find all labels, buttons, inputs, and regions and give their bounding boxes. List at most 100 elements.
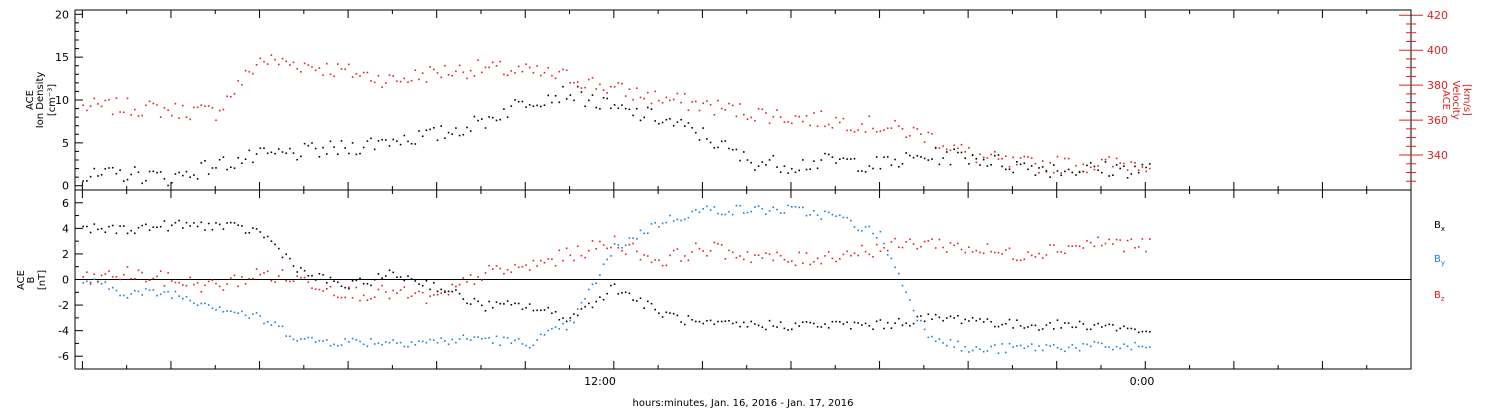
bz-point	[761, 257, 764, 259]
density-point	[794, 171, 797, 174]
velocity-point	[381, 86, 383, 88]
density-point	[163, 178, 166, 180]
bx-point	[348, 287, 350, 290]
bz-point	[218, 285, 221, 288]
velocity-point	[252, 72, 254, 75]
bz-point	[503, 272, 505, 275]
bz-point	[1082, 247, 1085, 249]
density-point	[1089, 162, 1092, 164]
bz-point	[403, 286, 406, 288]
velocity-point	[123, 111, 125, 114]
velocity-point	[868, 115, 871, 118]
bz-point	[1016, 259, 1018, 262]
density-point	[746, 159, 749, 161]
by-point	[1115, 345, 1118, 348]
density-point	[920, 156, 922, 158]
bz-point	[824, 255, 826, 257]
bx-point	[484, 310, 487, 312]
legend-by: By	[1434, 254, 1445, 267]
velocity-point	[270, 54, 273, 56]
bz-point	[340, 296, 343, 299]
by-point	[126, 297, 129, 299]
by-point	[100, 283, 103, 285]
bx-point	[525, 307, 527, 309]
velocity-point	[1012, 156, 1014, 159]
bz-point	[540, 259, 542, 262]
velocity-point	[326, 62, 328, 65]
bz-point	[528, 269, 531, 271]
bz-point	[953, 244, 955, 247]
density-point	[174, 173, 177, 175]
bz-point	[923, 240, 926, 243]
velocity-point	[447, 74, 450, 76]
bx-point	[1123, 325, 1125, 328]
density-point	[886, 156, 889, 158]
bz-point	[248, 277, 251, 280]
density-point	[1130, 173, 1133, 175]
bz-point	[879, 250, 882, 252]
bz-point	[894, 237, 896, 240]
by-point	[551, 327, 553, 330]
velocity-point	[148, 100, 151, 103]
by-point	[414, 344, 417, 346]
by-point	[314, 341, 317, 343]
density-point	[93, 167, 96, 170]
density-point	[1067, 168, 1070, 171]
bz-point	[123, 273, 125, 276]
velocity-point	[599, 83, 601, 86]
bx-point	[167, 229, 169, 232]
bx-point	[669, 312, 671, 314]
velocity-point	[779, 116, 782, 118]
density-point	[946, 151, 948, 153]
density-point	[857, 170, 859, 172]
bz-point	[134, 277, 136, 280]
density-point	[385, 139, 387, 141]
bz-point	[982, 252, 985, 255]
velocity-point	[1089, 166, 1092, 169]
velocity-point	[178, 117, 180, 119]
bx-point	[517, 302, 520, 305]
velocity-point	[1134, 162, 1136, 164]
density-point	[798, 169, 800, 172]
density-point	[314, 147, 317, 150]
density-point	[340, 140, 343, 142]
velocity-tick-label: 360	[1427, 114, 1448, 127]
velocity-point	[399, 80, 402, 83]
density-point	[418, 130, 420, 132]
bfield-axis-ticks: -6 -4 -2 0 2 4 6	[58, 189, 83, 370]
by-point	[1082, 343, 1085, 345]
bx-point	[407, 275, 409, 277]
bz-point	[296, 275, 298, 277]
bz-point	[326, 288, 328, 290]
by-point	[193, 302, 195, 305]
velocity-point	[514, 72, 516, 74]
by-point	[916, 319, 919, 322]
density-point	[532, 105, 535, 107]
bx-point	[233, 222, 236, 224]
density-point	[1086, 164, 1088, 167]
density-point	[909, 154, 911, 157]
by-point	[923, 328, 926, 331]
density-point	[846, 158, 848, 160]
by-point	[543, 334, 546, 336]
bfield-tick-label: -2	[58, 299, 69, 312]
bz-point	[547, 258, 549, 260]
by-point	[739, 205, 741, 207]
bx-point	[613, 283, 616, 285]
velocity-point	[1126, 169, 1129, 171]
by-point	[813, 210, 815, 212]
bz-point	[104, 273, 107, 275]
velocity-point	[912, 126, 915, 129]
velocity-point	[193, 106, 195, 109]
density-point	[1123, 165, 1125, 167]
bz-point	[396, 292, 398, 294]
bx-point	[547, 306, 549, 309]
bx-point	[1023, 327, 1026, 329]
bx-point	[366, 282, 369, 285]
velocity-point	[861, 123, 863, 125]
velocity-point	[458, 64, 461, 67]
bz-point	[137, 269, 140, 272]
bx-point	[495, 301, 498, 303]
velocity-point	[130, 114, 132, 116]
velocity-point	[717, 99, 719, 102]
